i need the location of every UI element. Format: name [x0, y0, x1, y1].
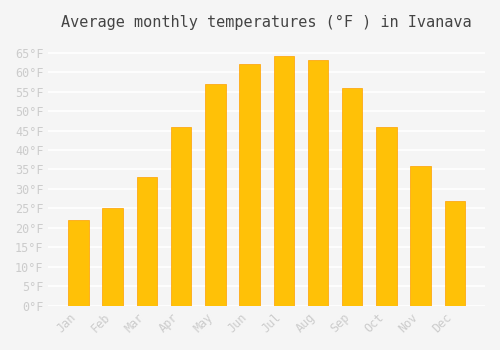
- Bar: [376, 127, 396, 306]
- Title: Average monthly temperatures (°F ) in Ivanava: Average monthly temperatures (°F ) in Iv…: [62, 15, 472, 30]
- Bar: [205, 84, 226, 306]
- Bar: [240, 64, 260, 306]
- Bar: [444, 201, 465, 306]
- Bar: [308, 61, 328, 306]
- Bar: [136, 177, 157, 306]
- Bar: [68, 220, 88, 306]
- Bar: [342, 88, 362, 306]
- Bar: [102, 209, 123, 306]
- Bar: [274, 56, 294, 306]
- Bar: [410, 166, 431, 306]
- Bar: [171, 127, 192, 306]
